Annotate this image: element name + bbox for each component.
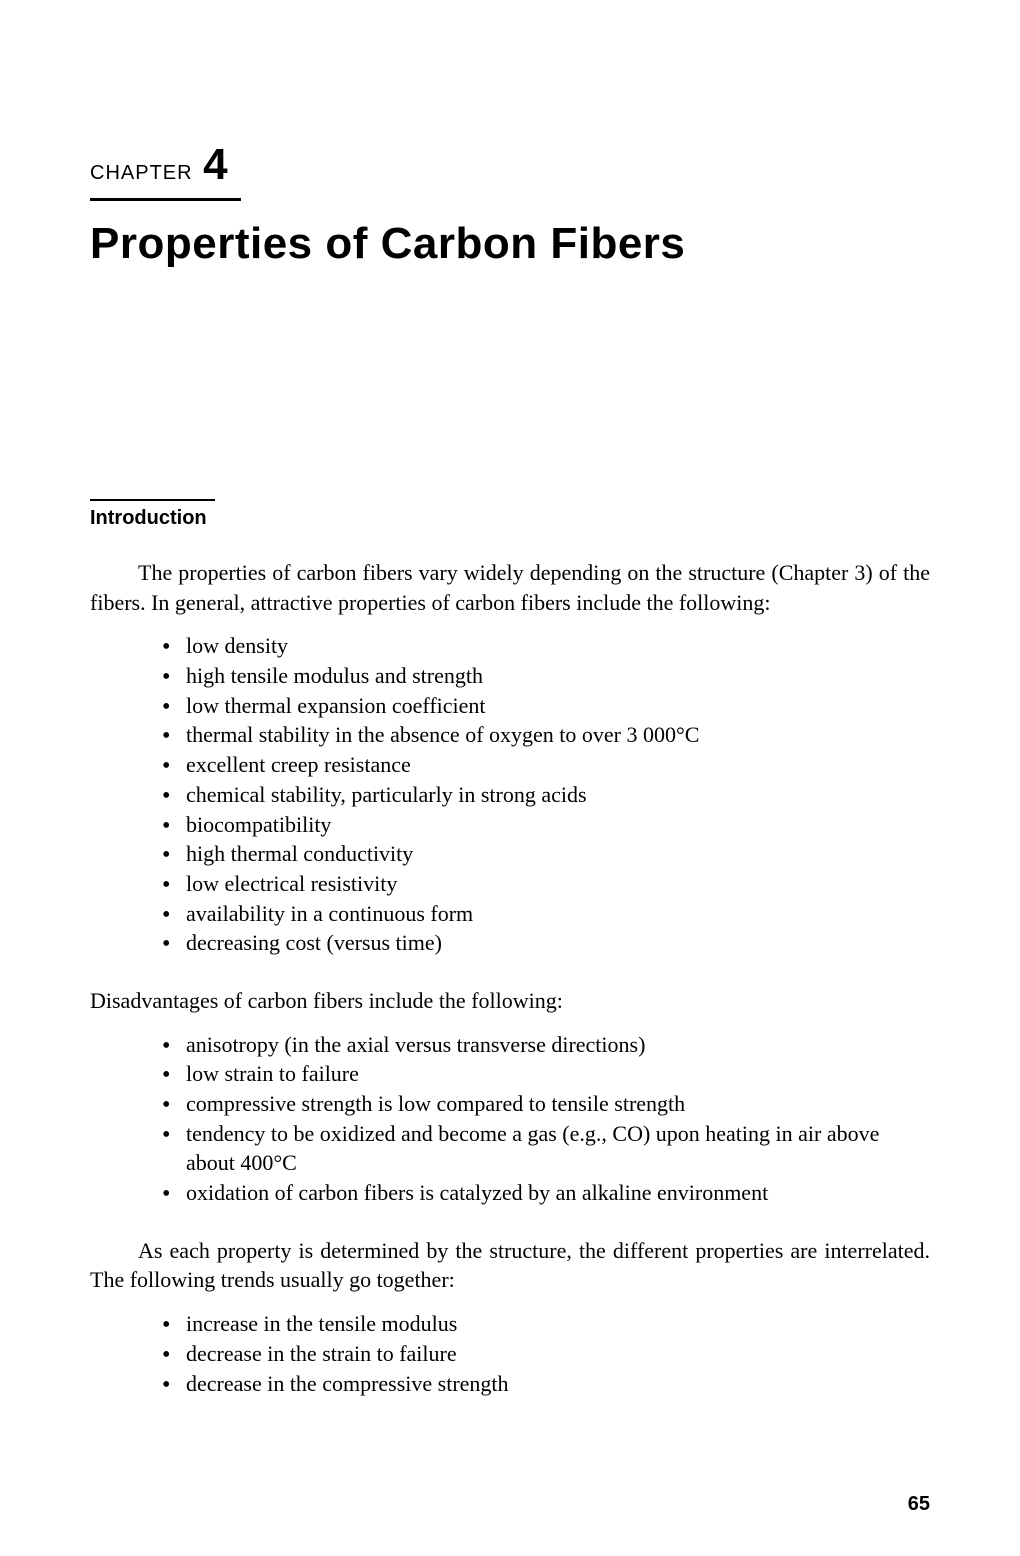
list-item: high tensile modulus and strength (162, 661, 930, 691)
list-item: compressive strength is low compared to … (162, 1089, 930, 1119)
disadvantages-lead: Disadvantages of carbon fibers include t… (90, 986, 930, 1016)
trends-list: increase in the tensile modulus decrease… (162, 1309, 930, 1398)
list-item: low density (162, 631, 930, 661)
list-item: decreasing cost (versus time) (162, 928, 930, 958)
list-item: oxidation of carbon fibers is catalyzed … (162, 1178, 930, 1208)
chapter-number: 4 (203, 140, 228, 189)
interrelated-paragraph: As each property is determined by the st… (90, 1236, 930, 1295)
list-item: low thermal expansion coefficient (162, 691, 930, 721)
page-number: 65 (908, 1493, 930, 1516)
chapter-title: Properties of Carbon Fibers (90, 219, 930, 269)
section-heading: Introduction (90, 499, 215, 530)
chapter-label-wrapper: CHAPTER 4 (90, 140, 241, 201)
list-item: chemical stability, particularly in stro… (162, 780, 930, 810)
intro-paragraph: The properties of carbon fibers vary wid… (90, 558, 930, 617)
list-item: biocompatibility (162, 810, 930, 840)
list-item: decrease in the compressive strength (162, 1369, 930, 1399)
list-item: low strain to failure (162, 1059, 930, 1089)
list-item: excellent creep resistance (162, 750, 930, 780)
list-item: low electrical resistivity (162, 869, 930, 899)
disadvantages-list: anisotropy (in the axial versus transver… (162, 1030, 930, 1208)
chapter-header: CHAPTER 4 Properties of Carbon Fibers (90, 140, 930, 269)
advantages-list: low density high tensile modulus and str… (162, 631, 930, 958)
list-item: decrease in the strain to failure (162, 1339, 930, 1369)
list-item: tendency to be oxidized and become a gas… (162, 1119, 930, 1178)
list-item: thermal stability in the absence of oxyg… (162, 720, 930, 750)
section-introduction: Introduction The properties of carbon fi… (90, 499, 930, 1398)
chapter-label: CHAPTER (90, 162, 193, 184)
list-item: high thermal conductivity (162, 839, 930, 869)
list-item: availability in a continuous form (162, 899, 930, 929)
list-item: anisotropy (in the axial versus transver… (162, 1030, 930, 1060)
list-item: increase in the tensile modulus (162, 1309, 930, 1339)
